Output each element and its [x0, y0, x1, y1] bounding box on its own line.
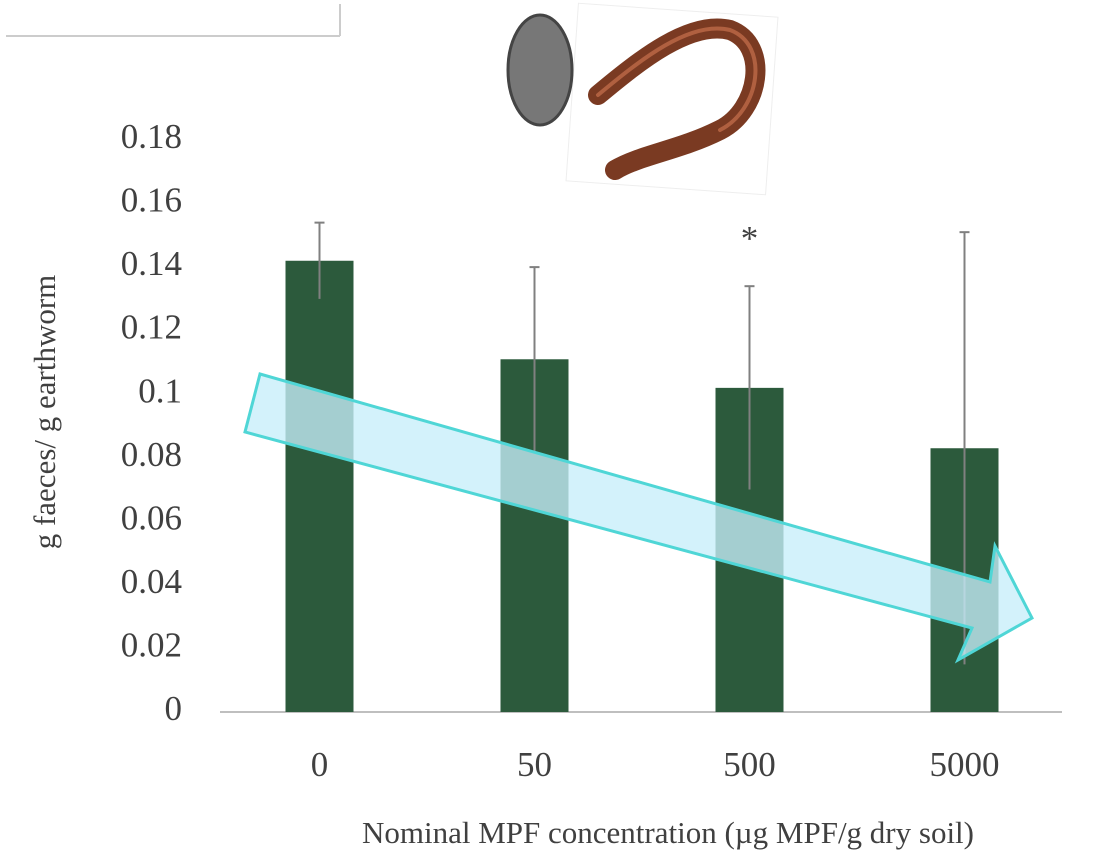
y-tick-label: 0.1 [138, 371, 182, 410]
x-tick-label: 500 [723, 745, 776, 784]
x-tick-label: 5000 [930, 745, 1000, 784]
y-tick-label: 0.02 [121, 625, 182, 664]
y-tick-label: 0.12 [121, 308, 182, 347]
y-tick-label: 0.06 [121, 498, 182, 537]
x-axis-title: Nominal MPF concentration (µg MPF/g dry … [362, 815, 974, 850]
trend-arrow [243, 372, 1034, 664]
y-tick-label: 0.04 [121, 562, 182, 601]
bar [285, 260, 354, 712]
earthworm-illustration [506, 2, 779, 196]
corner-box [6, 4, 341, 37]
y-tick-label: 0 [165, 689, 183, 728]
y-axis-title: g faeces/ g earthworm [27, 275, 62, 550]
x-tick-label: 50 [517, 745, 552, 784]
y-tick-label: 0.14 [121, 244, 182, 283]
annotation: * [741, 219, 759, 258]
y-tick-label: 0.08 [121, 435, 182, 474]
y-tick-label: 0.16 [121, 181, 182, 220]
x-tick-label: 0 [311, 745, 329, 784]
y-tick-label: 0.18 [121, 117, 182, 156]
